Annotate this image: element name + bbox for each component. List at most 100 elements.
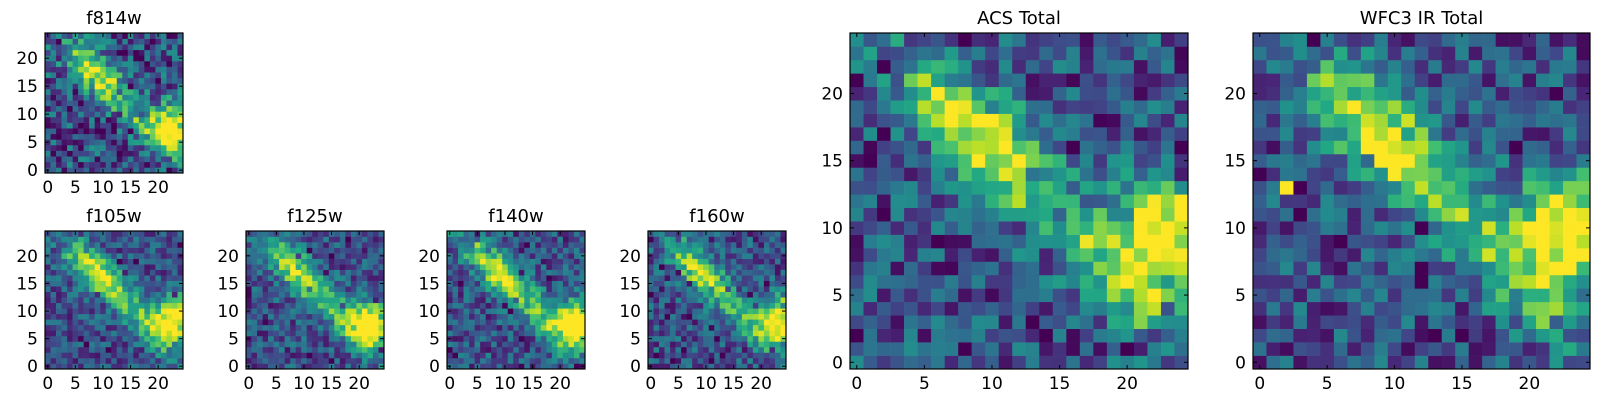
- heatmap-cell: [480, 275, 486, 281]
- heatmap-cell: [518, 280, 525, 287]
- heatmap-cell: [1495, 355, 1510, 370]
- heatmap-cell: [763, 297, 770, 304]
- heatmap-cell: [1522, 274, 1537, 289]
- heatmap-cell: [780, 302, 787, 309]
- y-tick-label: 10: [16, 105, 38, 125]
- heatmap-cell: [850, 248, 864, 262]
- heatmap-cell: [1455, 100, 1469, 114]
- heatmap-cell: [155, 156, 162, 163]
- heatmap-cell: [692, 275, 698, 281]
- heatmap-cell: [155, 55, 162, 62]
- heatmap-cell: [122, 308, 129, 315]
- heatmap-cell: [72, 291, 79, 298]
- heatmap-cell: [568, 269, 575, 276]
- heatmap-cell: [1522, 167, 1537, 182]
- heatmap-cell: [480, 357, 486, 364]
- heatmap-cell: [774, 346, 781, 353]
- heatmap-cell: [944, 274, 959, 289]
- heatmap-cell: [50, 286, 57, 293]
- heatmap-cell: [686, 231, 693, 237]
- heatmap-cell: [334, 236, 341, 243]
- heatmap-cell: [279, 269, 285, 276]
- heatmap-cell: [546, 330, 553, 337]
- heatmap-cell: [78, 341, 84, 348]
- heatmap-cell: [1468, 73, 1483, 88]
- heatmap-cell: [361, 247, 368, 254]
- heatmap-cell: [367, 286, 374, 293]
- heatmap-cell: [105, 247, 112, 254]
- heatmap-cell: [1441, 86, 1456, 101]
- heatmap-cell: [372, 341, 379, 348]
- heatmap-cell: [741, 363, 748, 370]
- heatmap-cell: [1266, 167, 1281, 182]
- heatmap-cell: [1174, 355, 1189, 370]
- heatmap-cell: [1522, 328, 1537, 343]
- heatmap-cell: [917, 180, 932, 195]
- heatmap-cell: [1133, 221, 1148, 235]
- heatmap-cell: [863, 342, 878, 356]
- heatmap-cell: [45, 156, 51, 163]
- heatmap-cell: [279, 308, 285, 315]
- heatmap-cell: [1401, 140, 1416, 155]
- heatmap-cell: [1495, 194, 1510, 209]
- heatmap-cell: [670, 275, 676, 281]
- heatmap-cell: [1482, 301, 1496, 316]
- heatmap-cell: [72, 117, 79, 123]
- heatmap-cell: [769, 341, 776, 348]
- heatmap-cell: [513, 236, 520, 243]
- heatmap-cell: [502, 236, 509, 243]
- heatmap-cell: [166, 308, 173, 315]
- heatmap-cell: [1441, 261, 1456, 276]
- y-tick-label: 20: [1224, 84, 1246, 104]
- heatmap-cell: [1482, 234, 1496, 249]
- heatmap-cell: [94, 313, 101, 320]
- heatmap-cell: [1066, 33, 1081, 47]
- heatmap-cell: [257, 253, 263, 259]
- heatmap-cell: [89, 111, 95, 118]
- heatmap-cell: [1495, 301, 1510, 316]
- heatmap-cell: [262, 297, 269, 304]
- heatmap-cell: [1147, 261, 1162, 276]
- heatmap-cell: [279, 247, 285, 254]
- heatmap-cell: [378, 291, 385, 298]
- heatmap-cell: [323, 264, 330, 270]
- heatmap-cell: [557, 286, 564, 293]
- heatmap-cell: [262, 341, 269, 348]
- heatmap-cell: [507, 275, 514, 281]
- heatmap-cell: [1079, 301, 1094, 316]
- heatmap-cell: [714, 330, 721, 337]
- heatmap-cell: [485, 247, 492, 254]
- heatmap-cell: [116, 55, 123, 62]
- heatmap-cell: [1160, 342, 1175, 356]
- heatmap-cell: [670, 357, 676, 364]
- heatmap-cell: [725, 236, 732, 243]
- heatmap-cell: [1039, 315, 1054, 329]
- heatmap-cell: [345, 341, 352, 348]
- heatmap-cell: [1320, 301, 1335, 316]
- heatmap-cell: [1387, 288, 1402, 303]
- heatmap-cell: [958, 328, 972, 343]
- heatmap-cell: [1306, 113, 1321, 128]
- heatmap-cell: [56, 83, 62, 90]
- heatmap-cell: [155, 122, 162, 129]
- heatmap-cell: [111, 72, 118, 79]
- heatmap-cell: [557, 335, 564, 342]
- heatmap-cell: [138, 352, 145, 359]
- heatmap-cell: [697, 330, 704, 337]
- heatmap-cell: [648, 291, 654, 298]
- heatmap-cell: [502, 330, 509, 337]
- heatmap-cell: [931, 86, 945, 101]
- heatmap-cell: [877, 33, 891, 47]
- heatmap-cell: [78, 77, 84, 84]
- heatmap-cell: [133, 66, 140, 73]
- heatmap-cell: [177, 341, 184, 348]
- heatmap-cell: [323, 253, 330, 259]
- heatmap-cell: [279, 280, 285, 287]
- heatmap-cell: [670, 264, 676, 270]
- heatmap-cell: [356, 236, 363, 243]
- heatmap-cell: [546, 247, 553, 254]
- heatmap-cell: [985, 355, 1000, 370]
- heatmap-cell: [1253, 167, 1267, 182]
- heatmap-cell: [67, 319, 73, 326]
- heatmap-cell: [557, 236, 564, 243]
